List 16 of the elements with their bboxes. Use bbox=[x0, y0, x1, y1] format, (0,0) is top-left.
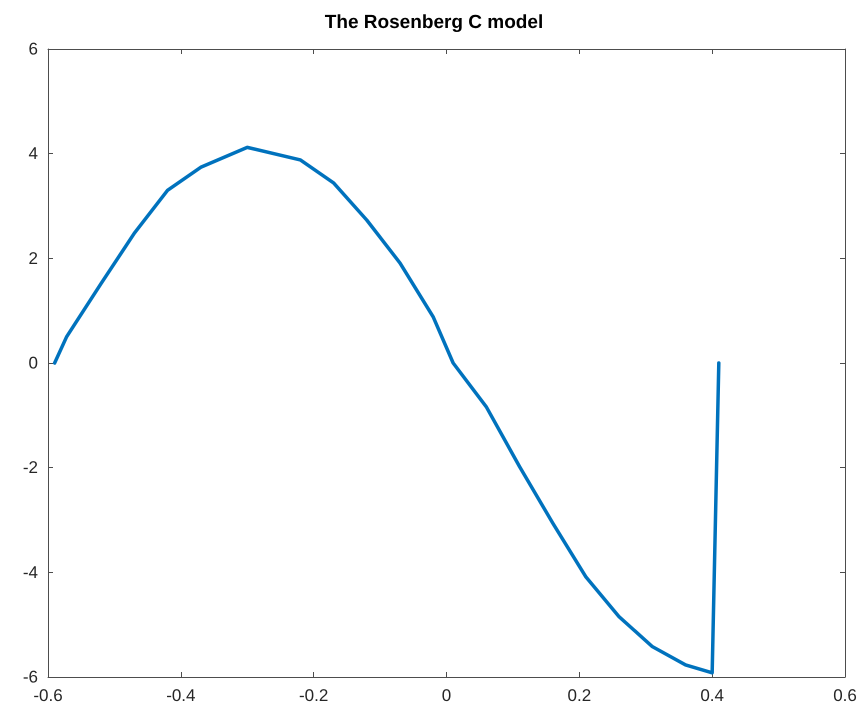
y-tick-label: -2 bbox=[22, 458, 38, 478]
x-tick-label: 0.6 bbox=[833, 686, 857, 705]
y-tick-label: 4 bbox=[28, 144, 38, 164]
x-tick-label: -0.2 bbox=[299, 686, 328, 705]
line-series bbox=[52, 146, 721, 675]
y-tick-label: 2 bbox=[28, 248, 38, 268]
x-tick-label: 0.4 bbox=[700, 686, 724, 705]
x-tick-label: 0.2 bbox=[568, 686, 592, 705]
y-tick-label: -4 bbox=[22, 562, 38, 582]
x-tick-label: -0.6 bbox=[33, 686, 63, 705]
x-tick-label: -0.4 bbox=[166, 686, 196, 705]
y-tick-label: -6 bbox=[22, 668, 38, 686]
y-tick-label: 0 bbox=[28, 354, 38, 372]
y-tick-label: 6 bbox=[28, 40, 38, 58]
chart-title: The Rosenberg C model bbox=[324, 12, 544, 33]
x-tick-label: 0 bbox=[442, 686, 452, 705]
